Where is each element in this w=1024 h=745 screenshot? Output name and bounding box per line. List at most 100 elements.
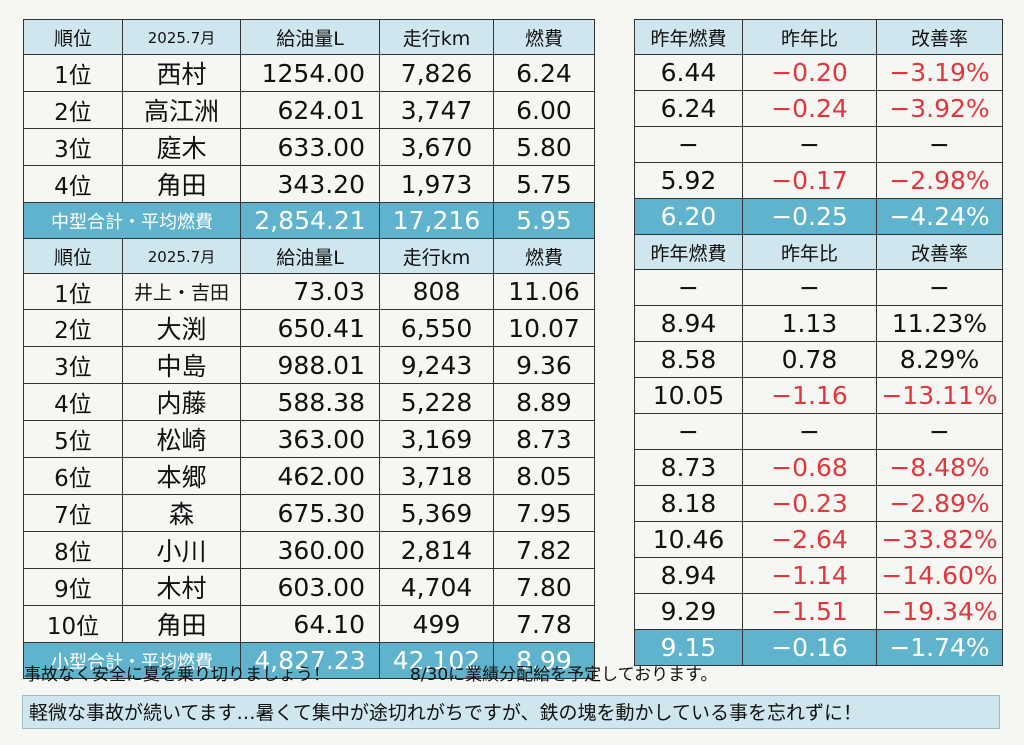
total-fuel: 2,854.21	[240, 202, 380, 239]
rank-cell: 2位	[23, 91, 123, 129]
distance-cell: 3,169	[379, 420, 494, 458]
last-year-cell: −	[634, 126, 743, 163]
total-last-year: 6.20	[634, 198, 743, 235]
table-row: 5.92 −0.17 −2.98%	[634, 162, 1003, 199]
distance-cell: 3,747	[379, 91, 494, 129]
table-row: 10.05 −1.16 −13.11%	[634, 377, 1003, 414]
table-row: 4位 内藤 588.38 5,228 8.89	[23, 383, 595, 421]
last-year-cell: 10.05	[634, 377, 743, 414]
accident-warning-text: 軽微な事故が続いてます…暑くて集中が途切れがちですが、鉄の塊を動かしている事を忘…	[29, 702, 862, 724]
small-total-row: 小型合計・平均燃費 4,827.23 42,102 8.99	[23, 642, 595, 679]
rank-cell: 7位	[23, 494, 123, 532]
accident-warning-banner: 軽微な事故が続いてます…暑くて集中が途切れがちですが、鉄の塊を動かしている事を忘…	[22, 695, 1000, 729]
fuel-cell: 343.20	[240, 165, 380, 203]
rate-cell: −19.34%	[876, 593, 1003, 630]
distance-cell: 7,826	[379, 54, 494, 92]
fuel-cell: 462.00	[240, 457, 380, 495]
rank-cell: 4位	[23, 383, 123, 421]
table-row: 8.58 0.78 8.29%	[634, 341, 1003, 378]
distance-cell: 3,670	[379, 128, 494, 166]
name-cell: 大渕	[122, 309, 241, 347]
fuel-cell: 650.41	[240, 309, 380, 347]
fuel-ranking-table: 順位 2025.7月 給油量L 走行km 燃費 1位 西村 1254.00 7,…	[23, 19, 595, 679]
table-row: 6.24 −0.24 −3.92%	[634, 90, 1003, 127]
rate-cell: 8.29%	[876, 341, 1003, 378]
diff-cell: −1.16	[742, 377, 877, 414]
rate-cell: −3.19%	[876, 54, 1003, 91]
diff-cell: −0.23	[742, 485, 877, 522]
diff-cell: −2.64	[742, 521, 877, 558]
last-year-cell: 5.92	[634, 162, 743, 199]
rank-cell: 1位	[23, 54, 123, 92]
col-rank: 順位	[23, 19, 123, 55]
table-row: 2位 高江洲 624.01 3,747 6.00	[23, 91, 595, 129]
total-rate: −1.74%	[876, 629, 1003, 666]
rank-cell: 1位	[23, 273, 123, 310]
total-efficiency: 5.95	[493, 202, 595, 239]
diff-cell: −0.68	[742, 449, 877, 486]
distance-cell: 4,704	[379, 568, 494, 606]
last-year-cell: 9.29	[634, 593, 743, 630]
table-row: 3位 庭木 633.00 3,670 5.80	[23, 128, 595, 166]
name-cell: 木村	[122, 568, 241, 606]
name-cell: 小川	[122, 531, 241, 569]
efficiency-cell: 7.78	[493, 605, 595, 643]
small-compare-header: 昨年燃費 昨年比 改善率	[634, 234, 1003, 270]
name-cell: 角田	[122, 165, 241, 203]
distance-cell: 2,814	[379, 531, 494, 569]
name-cell: 西村	[122, 54, 241, 92]
medium-total-row: 中型合計・平均燃費 2,854.21 17,216 5.95	[23, 202, 595, 239]
rate-cell: 11.23%	[876, 305, 1003, 342]
diff-cell: −0.17	[742, 162, 877, 199]
total-last-year: 9.15	[634, 629, 743, 666]
footer-notice: 事故なく安全に夏を乗り切りましょう！ 8/30に業績分配給を予定しております。	[24, 660, 717, 685]
efficiency-cell: 5.75	[493, 165, 595, 203]
rank-cell: 6位	[23, 457, 123, 495]
efficiency-cell: 7.95	[493, 494, 595, 532]
fuel-cell: 588.38	[240, 383, 380, 421]
distance-cell: 1,973	[379, 165, 494, 203]
name-cell: 角田	[122, 605, 241, 643]
medium-compare-header: 昨年燃費 昨年比 改善率	[634, 19, 1003, 55]
table-row: 6.44 −0.20 −3.19%	[634, 54, 1003, 91]
diff-cell: −0.24	[742, 90, 877, 127]
rank-cell: 8位	[23, 531, 123, 569]
col-month: 2025.7月	[122, 19, 241, 55]
last-year-cell: 8.94	[634, 305, 743, 342]
table-row: 7位 森 675.30 5,369 7.95	[23, 494, 595, 532]
table-row: 5位 松崎 363.00 3,169 8.73	[23, 420, 595, 458]
last-year-cell: 10.46	[634, 521, 743, 558]
table-row: 8.94 1.13 11.23%	[634, 305, 1003, 342]
small-compare-total: 9.15 −0.16 −1.74%	[634, 629, 1003, 666]
efficiency-cell: 10.07	[493, 309, 595, 347]
col-last-year: 昨年燃費	[634, 19, 743, 55]
bonus-notice: 8/30に業績分配給を予定しております。	[410, 665, 718, 685]
name-cell: 高江洲	[122, 91, 241, 129]
col-distance: 走行km	[379, 19, 494, 55]
diff-cell: −	[742, 269, 877, 306]
col-fuel: 給油量L	[240, 238, 380, 274]
small-header-row: 順位 2025.7月 給油量L 走行km 燃費	[23, 238, 595, 274]
diff-cell: −	[742, 126, 877, 163]
table-row: 8.18 −0.23 −2.89%	[634, 485, 1003, 522]
rank-cell: 5位	[23, 420, 123, 458]
efficiency-cell: 8.05	[493, 457, 595, 495]
name-cell: 庭木	[122, 128, 241, 166]
total-label: 中型合計・平均燃費	[23, 202, 241, 239]
diff-cell: −1.14	[742, 557, 877, 594]
col-rate: 改善率	[876, 19, 1003, 55]
fuel-cell: 603.00	[240, 568, 380, 606]
rank-cell: 3位	[23, 128, 123, 166]
efficiency-cell: 9.36	[493, 346, 595, 384]
fuel-cell: 988.01	[240, 346, 380, 384]
last-year-cell: 6.24	[634, 90, 743, 127]
total-label: 小型合計・平均燃費	[23, 642, 241, 679]
table-row: 8.73 −0.68 −8.48%	[634, 449, 1003, 486]
fuel-cell: 64.10	[240, 605, 380, 643]
table-row: 10位 角田 64.10 499 7.78	[23, 605, 595, 643]
diff-cell: 1.13	[742, 305, 877, 342]
table-row: 9.29 −1.51 −19.34%	[634, 593, 1003, 630]
rate-cell: −8.48%	[876, 449, 1003, 486]
table-row: 1位 西村 1254.00 7,826 6.24	[23, 54, 595, 92]
efficiency-cell: 5.80	[493, 128, 595, 166]
